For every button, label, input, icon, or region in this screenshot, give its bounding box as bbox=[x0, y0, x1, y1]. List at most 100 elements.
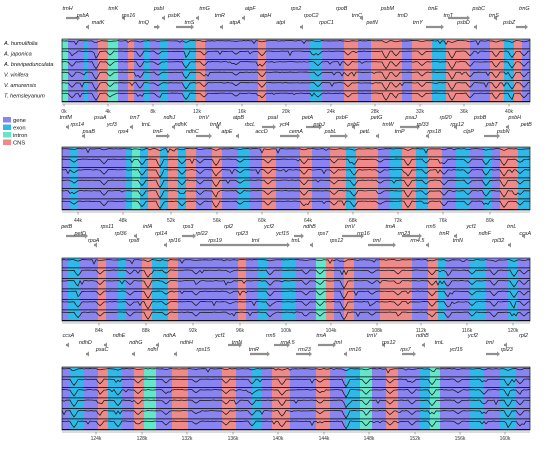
gene-label: rps18 bbox=[427, 129, 441, 135]
identity-curve bbox=[61, 399, 531, 409]
gene-arrow-head bbox=[426, 133, 429, 139]
region-block bbox=[196, 39, 205, 102]
gene-arrow-head bbox=[297, 133, 300, 139]
gene-label: trnA bbox=[385, 224, 395, 230]
gene-arrow-head bbox=[191, 24, 194, 30]
gene-label: psaJ bbox=[404, 115, 417, 121]
region-block bbox=[390, 147, 402, 210]
gene-label: rps2 bbox=[291, 6, 302, 12]
gene-arrow-head bbox=[167, 133, 170, 139]
gene-label: petB bbox=[60, 224, 72, 230]
panel-frame bbox=[61, 146, 531, 211]
gene-arrow-head bbox=[454, 124, 457, 130]
region-block bbox=[358, 39, 371, 102]
region-block bbox=[122, 367, 134, 430]
gene-arrow-head bbox=[506, 124, 509, 130]
gene-label: ndhE bbox=[113, 333, 126, 339]
gene-label: rpl14 bbox=[155, 231, 167, 237]
panel-1: trnHpsbAmatKtrnKrps16trnQpsbIpsbKtrnStrn… bbox=[61, 6, 531, 115]
gene-label: rps8 bbox=[129, 238, 140, 244]
identity-curve bbox=[61, 61, 531, 70]
gene-label: trnL bbox=[291, 238, 300, 244]
region-block bbox=[398, 367, 420, 430]
gene-label: rps7 bbox=[318, 231, 329, 237]
region-block bbox=[222, 147, 238, 210]
region-block bbox=[62, 39, 68, 102]
gene-label: atpE bbox=[221, 129, 232, 135]
gene-arrow-head bbox=[310, 242, 313, 248]
region-block bbox=[150, 39, 160, 102]
region-block bbox=[508, 258, 518, 321]
tick-label: 116k bbox=[462, 328, 473, 334]
gene-label: trnfM bbox=[60, 115, 73, 121]
region-block bbox=[356, 147, 378, 210]
gene-arrow-head bbox=[209, 133, 212, 139]
region-block bbox=[344, 258, 354, 321]
gene-arrow-head bbox=[497, 133, 500, 139]
region-block bbox=[420, 367, 430, 430]
region-block bbox=[412, 39, 432, 102]
gene-arrow-head bbox=[164, 242, 167, 248]
gene-label: psbL bbox=[324, 129, 337, 135]
gene-arrow-head bbox=[525, 24, 528, 30]
gene-label: trnD bbox=[397, 13, 407, 19]
region-block bbox=[492, 147, 500, 210]
gene-label: ndhJ bbox=[164, 115, 176, 121]
region-block bbox=[312, 147, 330, 210]
tick-label: 0k bbox=[61, 109, 67, 115]
region-block bbox=[446, 39, 470, 102]
species-label: T. hemsleyanum bbox=[4, 94, 45, 100]
region-block bbox=[178, 258, 238, 321]
gene-label: trnL bbox=[435, 340, 444, 346]
region-block bbox=[316, 258, 326, 321]
gene-arrow-head bbox=[508, 242, 511, 248]
gene-label: atpB bbox=[233, 115, 244, 121]
region-block bbox=[430, 367, 440, 430]
gene-label: matK bbox=[92, 20, 105, 26]
region-block bbox=[160, 39, 168, 102]
gene-label: trnR bbox=[215, 13, 225, 19]
gene-label: trnL bbox=[142, 122, 151, 128]
tick-label: 4k bbox=[105, 109, 111, 115]
identity-curve bbox=[61, 420, 531, 430]
gene-arrow-head bbox=[122, 15, 125, 21]
gene-label: rps16 bbox=[122, 13, 136, 19]
gene-label: rrn5 bbox=[266, 333, 277, 339]
gene-label: trnR bbox=[439, 231, 449, 237]
region-block bbox=[416, 147, 428, 210]
gene-label: rpl2 bbox=[224, 224, 233, 230]
gene-arrow-head bbox=[361, 233, 364, 239]
tick-label: 108k bbox=[372, 328, 383, 334]
gene-arrow-head bbox=[319, 124, 322, 130]
region-block bbox=[371, 39, 402, 102]
identity-curve bbox=[61, 40, 531, 46]
gene-arrow-head bbox=[467, 15, 470, 21]
region-block bbox=[354, 258, 380, 321]
region-block bbox=[78, 147, 126, 210]
gene-label: rps15 bbox=[197, 347, 211, 353]
region-block bbox=[330, 367, 346, 430]
region-block bbox=[484, 367, 500, 430]
region-block bbox=[442, 147, 456, 210]
gene-label: trnV bbox=[199, 115, 210, 121]
region-block bbox=[516, 367, 530, 430]
tick-label: 12k bbox=[193, 109, 202, 115]
region-block bbox=[70, 367, 84, 430]
gene-label: trnG bbox=[199, 6, 209, 12]
gene-arrow-head bbox=[393, 242, 396, 248]
species-label: A. japonica bbox=[3, 52, 32, 58]
legend-label: exon bbox=[13, 126, 26, 132]
gene-label: rps14 bbox=[71, 122, 85, 128]
gene-label: psbE bbox=[346, 122, 360, 128]
gene-arrow-head bbox=[419, 233, 422, 239]
region-block bbox=[250, 147, 262, 210]
tick-label: 148k bbox=[364, 436, 375, 442]
tick-label: 76k bbox=[439, 218, 448, 224]
region-block bbox=[470, 367, 484, 430]
identity-curve bbox=[61, 92, 531, 101]
gene-label: trnN bbox=[453, 238, 463, 244]
region-block bbox=[346, 147, 356, 210]
region-block bbox=[380, 258, 412, 321]
species-label: A. brevipedunculata bbox=[3, 62, 53, 68]
